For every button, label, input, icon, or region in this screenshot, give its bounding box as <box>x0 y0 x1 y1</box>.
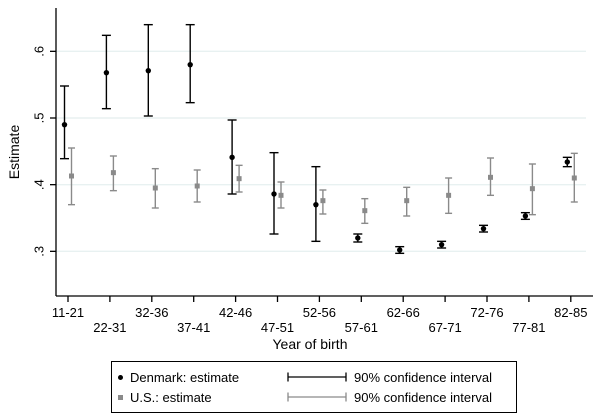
legend-row-denmark: Denmark: estimate 90% confidence interva… <box>116 367 516 387</box>
x-tick-label: 47-51 <box>261 320 294 335</box>
y-tick-label: .6 <box>31 46 46 57</box>
denmark-marker <box>187 61 193 68</box>
us-marker <box>110 170 116 176</box>
denmark-marker <box>355 235 361 241</box>
x-tick-label: 32-36 <box>135 305 168 320</box>
chart-svg: .3 .4 .5 .6 11-21 22-31 32-36 37-41 42-46 47-51 52… <box>6 8 593 352</box>
denmark-marker <box>103 69 110 76</box>
legend-label-us-ci: 90% confidence interval <box>354 389 493 405</box>
denmark-marker <box>438 241 445 248</box>
us-marker <box>69 173 74 179</box>
us-marker <box>446 192 452 198</box>
y-tick-label: .5 <box>31 113 46 124</box>
x-tick-label: 82-85 <box>554 305 587 320</box>
us-marker-icon <box>117 394 123 400</box>
x-tick-label: 22-31 <box>93 320 126 335</box>
denmark-marker-icon <box>117 374 123 380</box>
y-axis-title: Estimate <box>6 125 22 180</box>
us-marker <box>488 174 493 180</box>
denmark-marker <box>480 225 487 232</box>
x-tick-label: 72-76 <box>470 305 503 320</box>
y-tick-label: .4 <box>31 179 46 190</box>
x-tick-label: 62-66 <box>387 305 420 320</box>
x-tick-label: 37-41 <box>177 320 210 335</box>
legend: Denmark: estimate 90% confidence interva… <box>111 361 517 413</box>
us-marker <box>529 186 535 192</box>
us-marker <box>152 185 158 191</box>
denmark-marker <box>313 201 319 208</box>
x-tick-label: 77-81 <box>512 320 545 335</box>
x-tick-label: 11-21 <box>52 305 84 320</box>
legend-row-us: U.S.: estimate 90% confidence interval <box>116 387 516 407</box>
us-marker <box>194 183 200 189</box>
us-marker <box>404 198 410 204</box>
denmark-marker <box>522 213 529 219</box>
us-marker <box>362 208 368 214</box>
x-tick-label: 67-71 <box>428 320 461 335</box>
legend-label-denmark: Denmark: estimate <box>130 369 240 385</box>
y-tick-label: .3 <box>31 246 46 257</box>
denmark-marker <box>145 67 151 74</box>
denmark-marker <box>61 121 68 128</box>
x-tick-label: 52-56 <box>303 305 336 320</box>
us-marker <box>571 175 577 181</box>
x-axis-title: Year of birth <box>273 336 348 352</box>
us-marker <box>278 192 284 198</box>
denmark-marker <box>271 191 277 197</box>
us-marker <box>236 176 242 182</box>
denmark-ci-sample-icon <box>286 371 348 383</box>
x-tick-label: 42-46 <box>219 305 252 320</box>
x-tick-label: 57-61 <box>345 320 378 335</box>
denmark-marker <box>397 247 403 253</box>
us-marker <box>320 198 326 204</box>
legend-label-us: U.S.: estimate <box>130 389 212 405</box>
legend-label-denmark-ci: 90% confidence interval <box>354 369 493 385</box>
us-ci-sample-icon <box>286 391 348 403</box>
denmark-marker <box>564 159 570 165</box>
denmark-marker <box>229 154 235 161</box>
